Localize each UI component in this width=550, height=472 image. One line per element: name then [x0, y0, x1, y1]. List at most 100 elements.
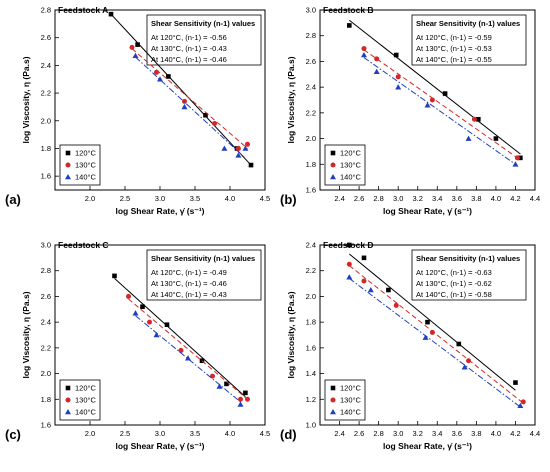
data-point: [235, 145, 241, 151]
legend-marker: [330, 397, 336, 403]
data-point: [129, 44, 135, 50]
data-point: [157, 76, 163, 82]
shear-sensitivity-line: At 120°C, (n-1) = -0.49: [151, 268, 227, 277]
y-tick-label: 2.6: [41, 33, 51, 42]
x-tick-label: 3.2: [413, 194, 423, 203]
data-point: [112, 273, 117, 279]
data-point: [132, 52, 139, 58]
legend-marker: [65, 397, 71, 403]
data-point: [476, 116, 481, 122]
data-point: [185, 355, 191, 361]
chart-panel-1: 2.0 2.5 3.0 3.5 4.0 4.5 1.6 1.8 2.0 2.2 2.4 2.6 2.8 l…: [5, 5, 270, 216]
y-axis-label: log Viscosity, η (Pa.s): [286, 56, 296, 143]
x-tick-label: 2.6: [354, 194, 364, 203]
series-2: [129, 44, 250, 151]
y-tick-label: 2.2: [306, 108, 316, 117]
y-tick-label: 2.8: [41, 266, 51, 275]
data-point: [471, 116, 477, 122]
x-axis-label: log Shear Rate, γ̇ (s⁻¹): [383, 441, 472, 451]
data-point: [346, 261, 352, 267]
legend-marker: [65, 409, 71, 415]
data-point: [108, 11, 114, 17]
y-axis-label: log Viscosity, η (Pa.s): [286, 291, 296, 378]
data-point: [166, 74, 171, 79]
legend-marker: [330, 385, 336, 391]
legend-marker: [65, 385, 71, 391]
data-point: [243, 390, 248, 396]
panel-label: (d): [280, 427, 297, 442]
x-tick-label: 3.5: [190, 194, 200, 203]
shear-sensitivity-box: [146, 14, 262, 66]
shear-sensitivity-line: At 140°C, (n-1) = -0.43: [151, 290, 227, 299]
data-point: [347, 23, 352, 28]
y-tick-label: 2.4: [306, 83, 316, 92]
data-point: [374, 56, 380, 62]
data-point: [373, 68, 380, 75]
series-1: [347, 19, 523, 161]
fit-line: [128, 298, 248, 400]
fit-line: [349, 278, 521, 408]
y-tick-label: 2.2: [306, 266, 316, 275]
series-2: [126, 293, 250, 402]
y-tick-label: 2.8: [306, 31, 316, 40]
data-point: [181, 103, 188, 110]
data-point: [238, 396, 243, 402]
data-point: [346, 274, 353, 280]
legend-marker: [330, 174, 336, 180]
shear-sensitivity-title: Shear Sensitivity (n-1) values: [416, 254, 520, 263]
data-point: [425, 319, 430, 325]
shear-sensitivity-line: At 130°C, (n-1) = -0.43: [151, 44, 227, 53]
legend-label: 130°C: [75, 161, 97, 170]
data-point: [513, 380, 518, 385]
x-tick-label: 2.0: [85, 429, 95, 438]
x-tick-label: 2.5: [120, 194, 130, 203]
legend-label: 120°C: [75, 149, 97, 158]
shear-sensitivity-line: At 140°C, (n-1) = -0.58: [416, 290, 492, 299]
y-tick-label: 2.0: [41, 369, 51, 378]
data-point: [126, 293, 131, 299]
chart-panel-3: 2.0 2.5 3.0 3.5 4.0 4.5 1.6 1.8 2.0 2.2 2.4 2.6 2.8 3…: [5, 240, 270, 451]
shear-sensitivity-title: Shear Sensitivity (n-1) values: [416, 19, 520, 28]
data-point: [518, 155, 523, 161]
plot-frame: [319, 9, 536, 191]
y-tick-label: 3.0: [306, 6, 316, 15]
x-tick-label: 3.6: [452, 194, 462, 203]
series-3: [360, 52, 519, 167]
shear-sensitivity-line: At 130°C, (n-1) = -0.62: [416, 279, 492, 288]
y-axis-label: log Viscosity, η (Pa.s): [21, 56, 31, 143]
shear-sensitivity-line: At 120°C, (n-1) = -0.59: [416, 33, 492, 42]
data-point: [395, 74, 401, 80]
fit-line: [349, 265, 524, 404]
data-point: [512, 161, 519, 167]
data-point: [395, 84, 402, 90]
data-point: [361, 278, 367, 284]
x-tick-label: 3.5: [190, 429, 200, 438]
panel-title: Feedstock C: [58, 240, 109, 250]
y-tick-label: 1.4: [306, 369, 316, 378]
data-point: [221, 145, 228, 151]
legend-label: 120°C: [75, 384, 97, 393]
fit-line: [114, 278, 246, 398]
x-tick-label: 4.5: [260, 429, 270, 438]
data-point: [216, 383, 223, 389]
fit-line: [110, 13, 252, 166]
data-point: [360, 52, 367, 58]
y-tick-label: 2.4: [41, 318, 51, 327]
data-point: [361, 255, 367, 261]
data-point: [248, 162, 254, 168]
data-point: [347, 242, 352, 248]
x-tick-label: 4.0: [225, 194, 235, 203]
y-tick-label: 2.6: [41, 292, 51, 301]
y-tick-label: 2.0: [306, 292, 316, 301]
legend-label: 120°C: [340, 384, 362, 393]
x-tick-label: 3.4: [432, 429, 442, 438]
data-point: [245, 141, 250, 147]
data-point: [199, 358, 205, 364]
fit-line: [363, 49, 518, 159]
panel-title: Feedstock A: [58, 5, 108, 15]
y-tick-label: 2.2: [41, 89, 51, 98]
x-tick-label: 3.0: [155, 194, 165, 203]
data-point: [178, 347, 184, 353]
x-tick-label: 2.6: [354, 429, 364, 438]
data-point: [140, 304, 145, 310]
